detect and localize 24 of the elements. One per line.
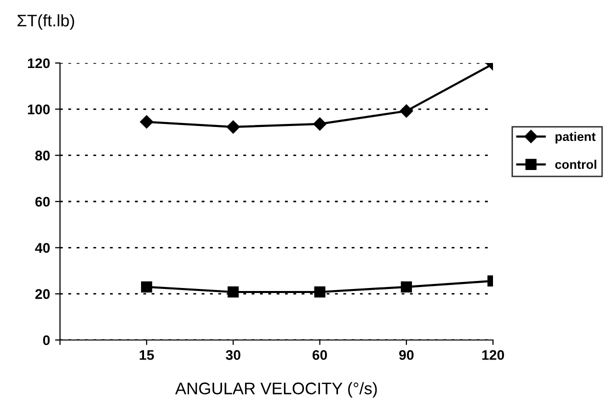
point: [141, 281, 152, 292]
x-tick-label: 60: [312, 350, 327, 360]
y-tick-label: 60: [35, 196, 50, 207]
legend-label: patient: [556, 132, 596, 144]
y-tick-label: 0: [43, 335, 50, 346]
point: [228, 286, 239, 298]
y-tick-label: 80: [35, 150, 50, 161]
point: [400, 104, 413, 118]
x-axis-title: ANGULAR VELOCITY (°/s): [175, 382, 377, 398]
x-tick-label: 30: [226, 350, 240, 360]
point: [314, 286, 326, 298]
point: [226, 120, 240, 134]
x-tick-label: 120: [482, 350, 504, 360]
y-tick-label: 100: [28, 104, 50, 114]
y-tick-label: 20: [35, 289, 50, 300]
y-tick-label: 40: [35, 243, 50, 253]
y-axis-title: ΣT(ft.lb): [18, 14, 74, 30]
point: [400, 281, 412, 292]
point: [313, 117, 326, 131]
x-tick-label: 15: [140, 350, 154, 360]
y-tick-label: 120: [28, 58, 50, 68]
point: [140, 115, 154, 128]
legend-label: control: [555, 160, 596, 169]
x-tick-label: 90: [399, 350, 414, 360]
